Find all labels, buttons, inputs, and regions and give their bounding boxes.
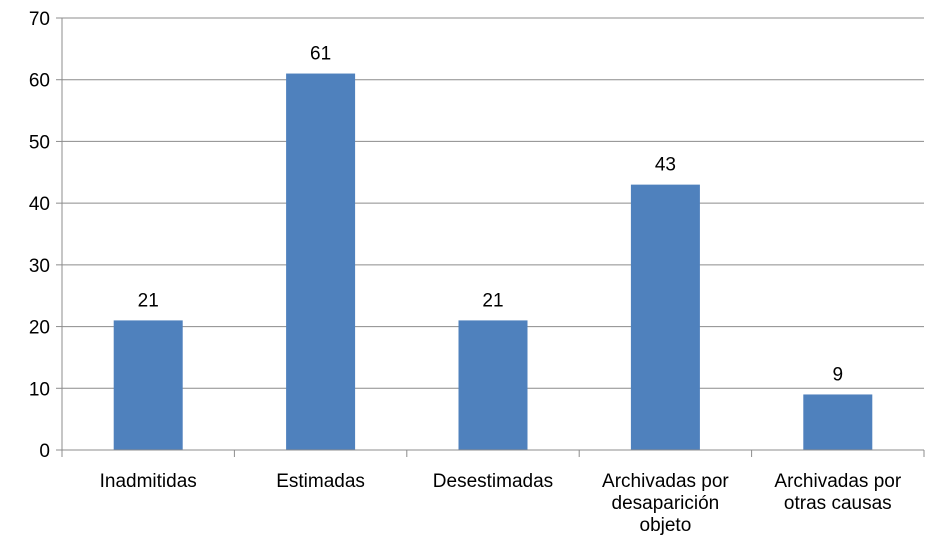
y-tick-label: 20: [29, 318, 50, 339]
category-label-line: objeto: [640, 515, 692, 536]
bar: [458, 320, 528, 450]
y-tick-label: 60: [29, 71, 50, 92]
data-labels: 21 61 21 43 9: [138, 44, 843, 386]
data-label: 21: [482, 290, 503, 311]
category-label: Archivadas por desaparición objeto: [602, 471, 729, 536]
y-tick-label: 0: [39, 441, 50, 462]
data-label: 43: [655, 155, 676, 176]
bar: [113, 320, 183, 450]
category-label: Estimadas: [276, 471, 365, 492]
x-axis: [61, 18, 925, 457]
bars: [113, 73, 873, 451]
bar: [286, 73, 356, 451]
bar: [630, 184, 700, 450]
y-tick-label: 30: [29, 256, 50, 277]
y-tick-label: 10: [29, 379, 50, 400]
x-axis-category-labels: Inadmitidas Estimadas Desestimadas Archivad…: [100, 471, 902, 536]
gridlines: [62, 17, 924, 389]
bar: [803, 394, 873, 450]
category-label-line: Inadmitidas: [100, 471, 197, 492]
category-label-line: desaparición: [612, 493, 720, 514]
category-label: Inadmitidas: [100, 471, 197, 492]
y-tick-label: 50: [29, 132, 50, 153]
data-label: 9: [833, 364, 844, 385]
category-label-line: Estimadas: [276, 471, 365, 492]
category-label-line: otras causas: [784, 493, 892, 514]
y-axis-tick-labels: 0 10 20 30 40 50 60 70: [29, 9, 62, 462]
category-label-line: Desestimadas: [433, 471, 553, 492]
y-tick-label: 40: [29, 194, 50, 215]
category-label: Archivadas por otras causas: [774, 471, 901, 514]
category-label: Desestimadas: [433, 471, 553, 492]
category-label-line: Archivadas por: [774, 471, 901, 492]
data-label: 21: [138, 290, 159, 311]
data-label: 61: [310, 44, 331, 65]
y-tick-label: 70: [29, 9, 50, 30]
category-label-line: Archivadas por: [602, 471, 729, 492]
